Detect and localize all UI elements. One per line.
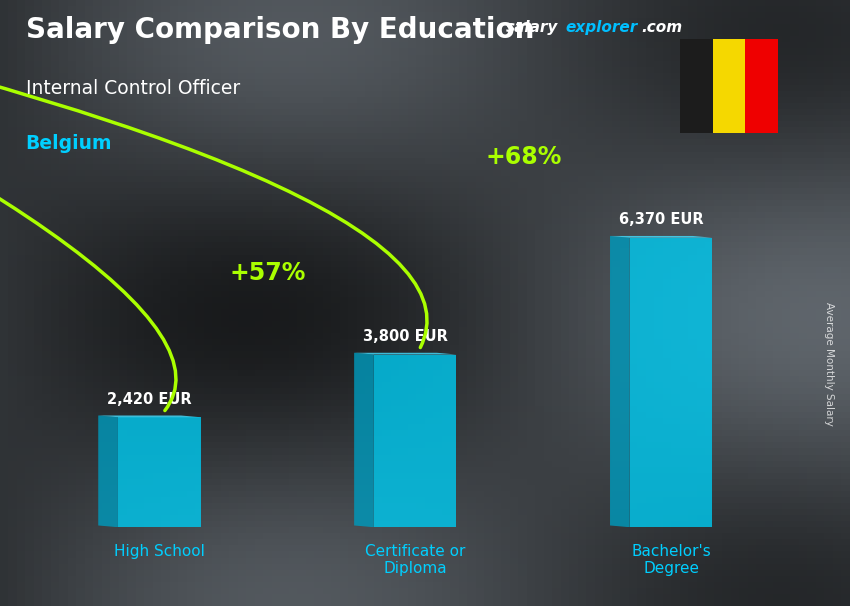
Polygon shape: [374, 355, 456, 527]
Polygon shape: [610, 236, 630, 527]
Bar: [680, 39, 712, 133]
Text: Average Monthly Salary: Average Monthly Salary: [824, 302, 834, 425]
Polygon shape: [354, 353, 456, 355]
Polygon shape: [354, 353, 374, 527]
Text: 6,370 EUR: 6,370 EUR: [619, 212, 704, 227]
Bar: [745, 39, 778, 133]
Text: Internal Control Officer: Internal Control Officer: [26, 79, 240, 98]
Text: 2,420 EUR: 2,420 EUR: [107, 391, 192, 407]
Text: salary: salary: [506, 19, 558, 35]
Text: 3,800 EUR: 3,800 EUR: [363, 329, 448, 344]
Bar: [712, 39, 745, 133]
Polygon shape: [118, 417, 201, 527]
Text: Belgium: Belgium: [26, 134, 112, 153]
Text: explorer: explorer: [565, 19, 638, 35]
Polygon shape: [610, 236, 712, 238]
Polygon shape: [630, 238, 712, 527]
Text: +68%: +68%: [485, 145, 562, 168]
Polygon shape: [99, 416, 201, 417]
Polygon shape: [99, 416, 118, 527]
Text: .com: .com: [642, 19, 683, 35]
Text: +57%: +57%: [230, 261, 306, 285]
Text: Salary Comparison By Education: Salary Comparison By Education: [26, 16, 534, 44]
